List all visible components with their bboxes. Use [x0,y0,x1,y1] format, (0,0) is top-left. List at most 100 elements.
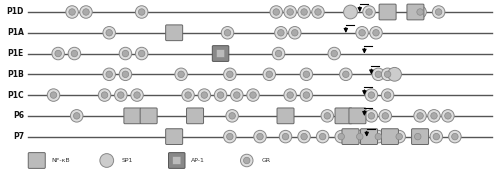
Circle shape [71,50,78,57]
FancyBboxPatch shape [166,129,182,144]
Circle shape [244,157,250,164]
FancyBboxPatch shape [360,129,378,144]
Circle shape [396,133,402,140]
Circle shape [122,71,128,78]
Circle shape [224,130,236,143]
Circle shape [250,92,256,98]
Circle shape [226,133,233,140]
Circle shape [300,89,312,101]
Circle shape [298,6,310,18]
Circle shape [185,92,192,98]
Circle shape [452,133,458,140]
Circle shape [316,130,329,143]
Circle shape [417,9,424,15]
Circle shape [320,133,326,140]
Circle shape [431,113,437,119]
FancyBboxPatch shape [168,153,185,168]
FancyBboxPatch shape [412,129,428,144]
FancyBboxPatch shape [277,108,294,124]
FancyBboxPatch shape [186,108,204,124]
FancyBboxPatch shape [342,129,359,144]
Circle shape [373,30,380,36]
Circle shape [119,47,132,60]
Circle shape [382,89,394,101]
Circle shape [412,130,424,143]
Circle shape [303,92,310,98]
Circle shape [102,92,108,98]
Circle shape [55,50,62,57]
Text: P1C: P1C [8,91,24,100]
Circle shape [138,50,145,57]
Circle shape [436,9,442,15]
Circle shape [198,89,210,101]
Circle shape [335,130,347,143]
Circle shape [122,50,128,57]
Circle shape [175,68,188,81]
Circle shape [247,89,260,101]
Circle shape [301,9,308,15]
Circle shape [270,6,282,18]
Circle shape [384,71,391,78]
Circle shape [365,89,378,101]
Circle shape [218,92,224,98]
Text: AP-1: AP-1 [191,158,205,163]
Circle shape [257,133,263,140]
Circle shape [432,6,445,18]
Circle shape [136,6,148,18]
Circle shape [382,113,388,119]
Text: P7: P7 [13,132,24,141]
Circle shape [324,113,330,119]
Circle shape [342,71,349,78]
Circle shape [382,68,394,81]
Circle shape [98,89,111,101]
Circle shape [134,92,140,98]
Circle shape [433,133,440,140]
FancyBboxPatch shape [172,157,181,164]
Circle shape [312,6,324,18]
Circle shape [182,89,194,101]
Circle shape [50,92,57,98]
Circle shape [274,27,287,39]
Circle shape [52,47,64,60]
Circle shape [417,113,424,119]
FancyBboxPatch shape [335,108,352,124]
Circle shape [448,130,461,143]
Circle shape [138,9,145,15]
Text: P6: P6 [13,111,24,120]
Circle shape [363,6,376,18]
Circle shape [370,27,382,39]
Circle shape [131,89,143,101]
Circle shape [224,68,236,81]
Circle shape [66,6,78,18]
Text: GR: GR [261,158,270,163]
Circle shape [263,68,276,81]
Circle shape [273,9,280,15]
Circle shape [226,110,238,122]
Circle shape [430,130,442,143]
Circle shape [119,68,132,81]
Circle shape [303,71,310,78]
Circle shape [366,9,372,15]
Circle shape [368,113,374,119]
Circle shape [414,6,426,18]
Circle shape [368,92,374,98]
Circle shape [444,113,451,119]
Circle shape [331,50,338,57]
Circle shape [106,71,112,78]
Circle shape [178,71,184,78]
Circle shape [356,27,368,39]
Circle shape [300,68,312,81]
Text: NF-κB: NF-κB [52,158,70,163]
Circle shape [224,30,231,36]
Text: P1E: P1E [8,49,24,58]
Circle shape [315,9,321,15]
Circle shape [284,6,296,18]
Circle shape [388,67,402,81]
Circle shape [298,130,310,143]
Circle shape [272,47,285,60]
Circle shape [287,9,294,15]
Circle shape [118,92,124,98]
Circle shape [365,110,378,122]
Circle shape [359,30,366,36]
FancyBboxPatch shape [166,25,182,41]
